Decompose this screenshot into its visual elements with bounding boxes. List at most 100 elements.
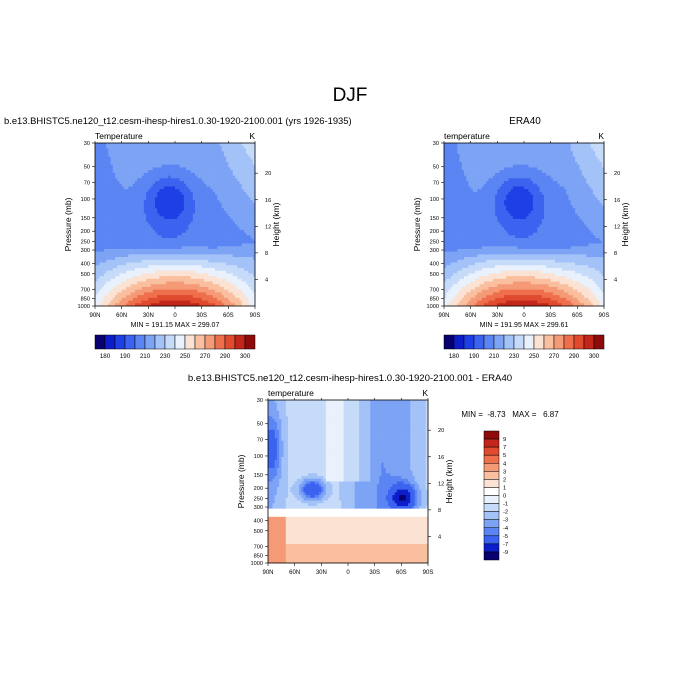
contour-cell — [203, 221, 207, 225]
contour-cell — [181, 189, 185, 193]
contour-cell — [97, 295, 100, 299]
contour-cell — [146, 276, 149, 280]
contour-cell — [168, 243, 171, 247]
contour-cell — [137, 240, 140, 244]
contour-cell — [219, 281, 223, 285]
contour-cell — [175, 238, 178, 242]
contour-cell — [99, 235, 103, 239]
contour-cell — [135, 289, 138, 293]
contour-cell — [192, 148, 196, 152]
contour-cell — [219, 191, 223, 195]
x-tick-label: 60S — [223, 313, 234, 319]
contour-cell — [128, 286, 131, 291]
contour-cell — [119, 257, 123, 261]
contour-cell — [215, 276, 218, 280]
contour-cell — [175, 229, 178, 233]
contour-cell — [510, 156, 514, 160]
contour-cell — [117, 278, 120, 282]
contour-cell — [197, 278, 200, 282]
contour-cell — [221, 197, 225, 201]
contour-cell — [223, 273, 227, 277]
contour-cell — [208, 148, 211, 152]
contour-cell — [123, 295, 127, 299]
contour-cell — [250, 284, 254, 288]
contour-cell — [99, 164, 103, 168]
contour-cell — [195, 303, 198, 307]
contour-cell — [188, 219, 191, 223]
contour-cell — [599, 143, 603, 147]
contour-cell — [177, 238, 180, 242]
contour-cell — [157, 270, 160, 274]
contour-cell — [168, 281, 171, 285]
contour-cell — [101, 246, 105, 250]
contour-cell — [101, 267, 105, 272]
contour-cell — [192, 243, 196, 247]
contour-cell — [119, 227, 123, 231]
contour-cell — [201, 229, 205, 233]
contour-cell — [175, 248, 178, 253]
contour-cell — [237, 289, 240, 293]
contour-cell — [159, 200, 163, 204]
contour-cell — [163, 197, 167, 201]
contour-cell — [584, 156, 587, 160]
contour-cell — [215, 248, 218, 253]
contour-cell — [139, 267, 143, 272]
contour-cell — [148, 257, 151, 261]
contour-cell — [230, 197, 234, 201]
contour-cell — [95, 243, 98, 247]
contour-cell — [177, 303, 180, 307]
contour-cell — [110, 273, 114, 277]
contour-cell — [123, 186, 127, 190]
contour-cell — [181, 292, 185, 296]
contour-cell — [248, 273, 251, 277]
contour-cell — [150, 148, 154, 152]
contour-cell — [223, 197, 227, 201]
contour-cell — [219, 178, 223, 182]
contour-cell — [139, 303, 143, 307]
contour-cell — [188, 213, 191, 217]
contour-cell — [152, 175, 156, 179]
contour-cell — [239, 164, 243, 168]
contour-cell — [155, 197, 158, 201]
contour-cell — [135, 186, 138, 190]
contour-cell — [470, 153, 474, 157]
contour-cell — [168, 170, 171, 174]
contour-cell — [137, 229, 140, 233]
contour-cell — [95, 257, 98, 261]
contour-cell — [252, 189, 256, 193]
contour-cell — [115, 167, 118, 171]
contour-cell — [446, 153, 449, 157]
contour-cell — [119, 240, 123, 244]
contour-cell — [166, 210, 169, 214]
contour-cell — [106, 300, 109, 304]
contour-cell — [172, 284, 176, 288]
contour-cell — [170, 175, 174, 179]
contour-cell — [221, 224, 225, 228]
contour-cell — [139, 300, 143, 304]
contour-cell — [217, 175, 220, 179]
contour-cell — [117, 213, 120, 217]
contour-cell — [108, 205, 111, 209]
contour-cell — [252, 186, 256, 190]
contour-cell — [103, 284, 107, 288]
contour-cell — [166, 191, 169, 195]
contour-cell — [121, 205, 125, 209]
contour-cell — [457, 148, 460, 152]
contour-cell — [181, 178, 185, 182]
contour-cell — [212, 238, 216, 242]
contour-cell — [199, 167, 203, 171]
contour-cell — [452, 151, 456, 155]
contour-cell — [228, 194, 231, 198]
contour-cell — [112, 194, 116, 198]
contour-cell — [239, 153, 243, 157]
contour-cell — [226, 267, 229, 272]
contour-cell — [141, 295, 145, 299]
contour-cell — [212, 162, 216, 166]
contour-cell — [532, 162, 536, 166]
contour-cell — [152, 213, 156, 217]
contour-cell — [221, 153, 225, 157]
contour-cell — [157, 227, 160, 231]
contour-cell — [248, 229, 251, 233]
contour-cell — [212, 172, 216, 176]
contour-cell — [168, 246, 171, 250]
